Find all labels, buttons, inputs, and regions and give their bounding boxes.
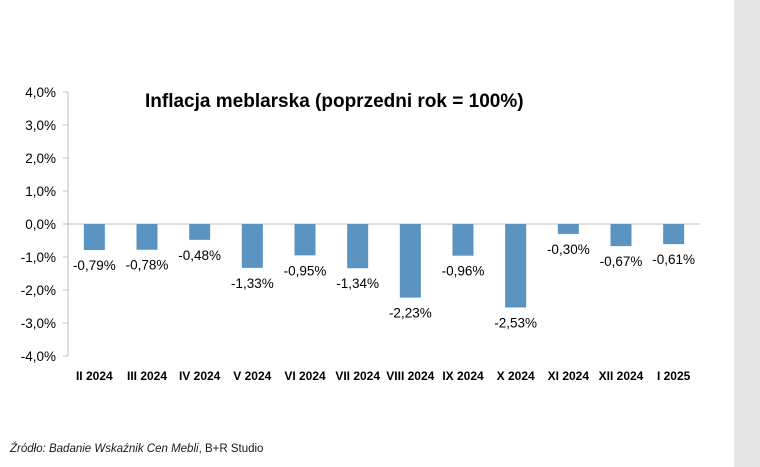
y-tick-label: -1,0%: [21, 250, 56, 265]
y-tick-label: 1,0%: [25, 184, 56, 199]
x-category-label: V 2024: [233, 369, 271, 383]
axes: [63, 91, 700, 357]
bar: [452, 224, 474, 256]
x-category-label: II 2024: [76, 369, 113, 383]
y-tick-label: 0,0%: [25, 217, 56, 232]
data-label: -1,34%: [336, 276, 379, 291]
source-prefix: Źródło: Badanie Wskaźnik Cen Mebli: [10, 443, 199, 455]
bar: [83, 224, 105, 251]
x-category-label: VII 2024: [335, 369, 380, 383]
bar: [241, 224, 263, 268]
x-category-label: VIII 2024: [386, 369, 434, 383]
x-category-label: XII 2024: [599, 369, 644, 383]
x-category-label: X 2024: [497, 369, 535, 383]
data-label: -0,67%: [600, 254, 643, 269]
data-label: -0,96%: [442, 264, 485, 279]
bar: [189, 224, 211, 240]
bar: [505, 224, 527, 308]
source-suffix: , B+R Studio: [198, 443, 264, 455]
data-label: -0,61%: [652, 252, 695, 267]
side-panel: [734, 0, 760, 467]
data-label: -0,30%: [547, 242, 590, 257]
bar: [663, 224, 685, 245]
y-tick-label: 2,0%: [25, 151, 56, 166]
bar: [610, 224, 632, 247]
labels: 4,0% 3,0% 2,0% 1,0% 0,0% -1,0% -2,0% -3,0% -4,0%…: [21, 85, 695, 383]
x-category-label: VI 2024: [284, 369, 326, 383]
x-category-label: IV 2024: [179, 369, 221, 383]
x-category-label: IX 2024: [442, 369, 484, 383]
bars: [83, 224, 685, 308]
bar: [294, 224, 316, 256]
data-label: -1,33%: [231, 276, 274, 291]
y-tick-label: -3,0%: [21, 316, 56, 331]
bar: [347, 224, 369, 269]
bar: [399, 224, 421, 298]
bar: [557, 224, 579, 234]
x-category-label: III 2024: [127, 369, 167, 383]
data-label: -0,79%: [73, 258, 116, 273]
x-category-label: I 2025: [657, 369, 691, 383]
y-tick-label: -4,0%: [21, 349, 56, 364]
y-tick-label: 4,0%: [25, 85, 56, 100]
data-label: -0,95%: [284, 263, 327, 278]
chart-title: Inflacja meblarska (poprzedni rok = 100%…: [145, 91, 524, 112]
source-note: Źródło: Badanie Wskaźnik Cen Mebli, B+R …: [10, 443, 263, 455]
bar: [136, 224, 158, 250]
data-label: -0,78%: [126, 258, 169, 273]
x-category-label: XI 2024: [548, 369, 590, 383]
y-tick-label: 3,0%: [25, 118, 56, 133]
data-label: -2,23%: [389, 306, 432, 321]
data-label: -2,53%: [494, 315, 537, 330]
data-label: -0,48%: [178, 248, 221, 263]
y-tick-label: -2,0%: [21, 283, 56, 298]
